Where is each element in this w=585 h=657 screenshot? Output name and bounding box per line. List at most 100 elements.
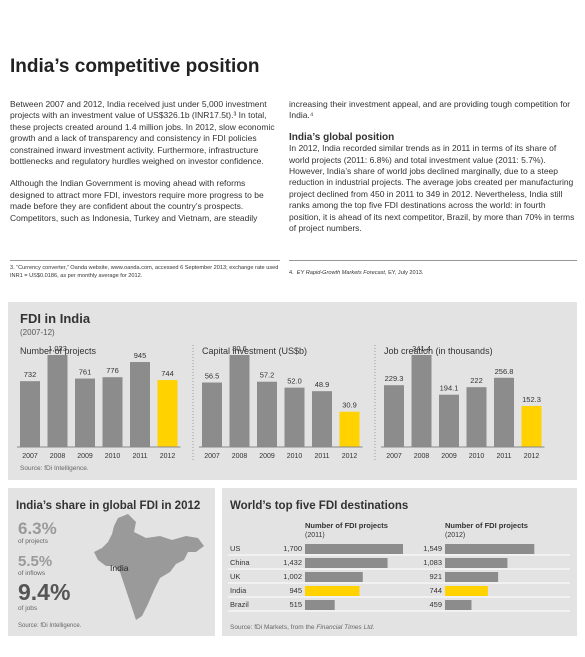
panel-title: World’s top five FDI destinations [230, 500, 408, 512]
value-label: 48.9 [315, 380, 330, 389]
bar [494, 377, 514, 447]
x-tick-label: 2010 [287, 453, 303, 460]
panel-title: FDI in India [20, 311, 91, 326]
bar [384, 385, 404, 447]
value-label: 459 [429, 600, 442, 609]
bar [521, 405, 542, 447]
x-tick-label: 2011 [132, 453, 147, 460]
x-tick-label: 2007 [204, 453, 220, 460]
footnote-italic: EY Rapid-Growth Markets Forecast [296, 270, 385, 276]
series-period: (2011) [305, 532, 325, 539]
panel-title: India’s share in global FDI in 2012 [16, 500, 200, 512]
x-tick-label: 2009 [441, 453, 457, 460]
value-label: 732 [24, 370, 37, 379]
bar [339, 411, 360, 447]
bar [445, 558, 508, 568]
stat-label: of projects [18, 538, 49, 545]
source: Source: fDi Intelligence. [18, 623, 82, 629]
rule [10, 260, 280, 261]
category-label: UK [230, 572, 240, 581]
footnote: 3. “Currency converter,” Oanda website, … [10, 265, 279, 279]
stat-value: 9.4% [18, 579, 70, 605]
stat-value: 6.3% [18, 519, 57, 538]
bar [445, 572, 499, 582]
x-tick-label: 2008 [232, 453, 248, 460]
stat-value: 5.5% [18, 553, 52, 570]
category-label: China [230, 558, 250, 567]
paragraph: In 2012, India recorded similar trends a… [289, 143, 575, 234]
value-label: 152.3 [522, 395, 541, 404]
category-label: Brazil [230, 600, 249, 609]
column-left: Between 2007 and 2012, India received ju… [10, 99, 280, 235]
value-label: 194.1 [440, 384, 459, 393]
value-label: 1,700 [283, 544, 302, 553]
x-tick-label: 2012 [524, 453, 540, 460]
value-label: 1,549 [423, 544, 442, 553]
bar [466, 387, 487, 447]
bar [130, 362, 150, 447]
bar [47, 355, 68, 447]
value-label: 515 [289, 600, 302, 609]
value-label: 341.4 [412, 344, 431, 353]
value-label: 229.3 [385, 374, 404, 383]
bar [305, 558, 388, 568]
x-tick-label: 2007 [386, 453, 402, 460]
series-period: (2012) [445, 532, 465, 539]
category-label: India [230, 586, 247, 595]
value-label: 761 [79, 368, 92, 377]
bar [445, 600, 472, 610]
footnote-text: , EY, July 2013. [384, 270, 424, 276]
panel-subtitle: (2007-12) [20, 328, 55, 337]
bar [305, 586, 360, 596]
source-italic: Financial Times Ltd. [316, 624, 374, 631]
chart-title: Capital investment (US$b) [202, 346, 307, 356]
bar [305, 544, 403, 554]
value-label: 921 [429, 572, 442, 581]
source: Source: fDi Intelligence. [20, 465, 89, 472]
bar [75, 378, 95, 447]
footnote-number: 4. [289, 270, 294, 276]
x-tick-label: 2010 [105, 453, 121, 460]
bar [157, 380, 178, 447]
bar [20, 381, 40, 447]
chart-title: Job creation (in thousands) [384, 346, 493, 356]
x-tick-label: 2008 [414, 453, 430, 460]
value-label: 744 [429, 586, 442, 595]
bar [445, 586, 488, 596]
value-label: 945 [289, 586, 302, 595]
bar [305, 572, 363, 582]
chart-title: Number of projects [20, 346, 97, 356]
stat-label: of jobs [18, 605, 38, 612]
bar [284, 387, 305, 447]
bar [411, 355, 432, 447]
bar [229, 355, 250, 447]
x-tick-label: 2012 [160, 453, 176, 460]
bar [102, 377, 123, 447]
x-tick-label: 2009 [77, 453, 93, 460]
footnote: 4. EY Rapid-Growth Markets Forecast, EY,… [289, 270, 577, 276]
series-name: Number of FDI projects [445, 521, 528, 530]
section-heading: India’s global position [289, 131, 395, 143]
series-name: Number of FDI projects [305, 521, 388, 530]
value-label: 52.0 [287, 377, 302, 386]
x-tick-label: 2008 [50, 453, 66, 460]
column-right: increasing their investment appeal, and … [289, 99, 577, 245]
value-label: 744 [161, 369, 174, 378]
value-label: 1,432 [283, 558, 302, 567]
value-label: 256.8 [495, 367, 514, 376]
bar [305, 600, 335, 610]
bar [257, 381, 277, 447]
category-label: US [230, 544, 240, 553]
rule [289, 260, 577, 261]
page-title: India’s competitive position [10, 56, 260, 77]
bar [439, 394, 459, 447]
value-label: 80.6 [232, 344, 247, 353]
bar [445, 544, 535, 554]
x-tick-label: 2011 [496, 453, 511, 460]
value-label: 57.2 [260, 371, 275, 380]
stat-label: of inflows [18, 570, 46, 577]
x-tick-label: 2012 [342, 453, 358, 460]
source-text: Source: fDi Markets, from the [230, 624, 316, 631]
value-label: 30.9 [342, 401, 357, 410]
